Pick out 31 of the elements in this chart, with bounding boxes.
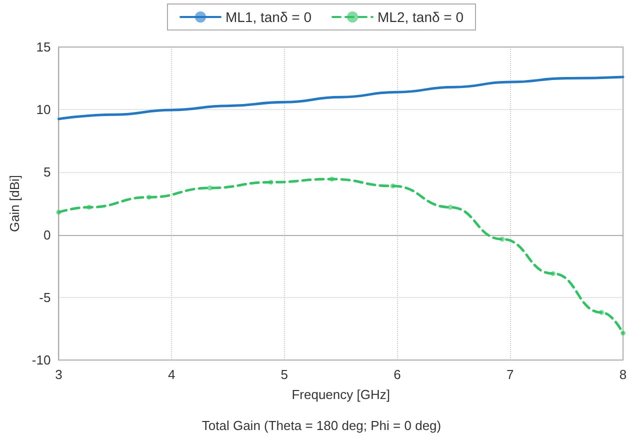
x-tick-label: 5 [280,367,288,382]
x-tick-label: 6 [394,367,401,382]
point [550,271,556,276]
legend-label: ML1, tanδ = 0 [225,9,312,25]
point [500,236,505,242]
point [146,194,152,200]
x-tick-label: 3 [55,367,62,382]
point [207,185,212,190]
point [56,210,62,215]
x-tick-label: 8 [619,367,627,382]
x-tick-label: 4 [168,367,176,382]
line-series [57,76,624,120]
point [599,310,604,315]
x-tick-label: 7 [506,367,514,382]
point [620,330,626,336]
y-tick-label: 0 [43,227,51,242]
y-tick-label: 15 [36,40,51,54]
point [448,204,453,210]
y-tick-label: 5 [43,164,51,180]
x-axis-title: Frequency [GHz] [292,387,390,402]
point [390,183,396,188]
y-axis-title: Gain [dBi] [7,174,22,232]
point [329,176,334,182]
y-tick-label: -5 [39,290,51,305]
legend-label: ML2, tanδ = 0 [378,9,464,25]
point [86,204,92,210]
line-series [56,176,626,336]
y-tick-label: -10 [32,352,51,368]
y-tick-label: 10 [36,102,51,118]
text: Total Gain (Theta = 180 deg; Phi = 0 deg) [202,418,442,433]
point [268,180,274,185]
